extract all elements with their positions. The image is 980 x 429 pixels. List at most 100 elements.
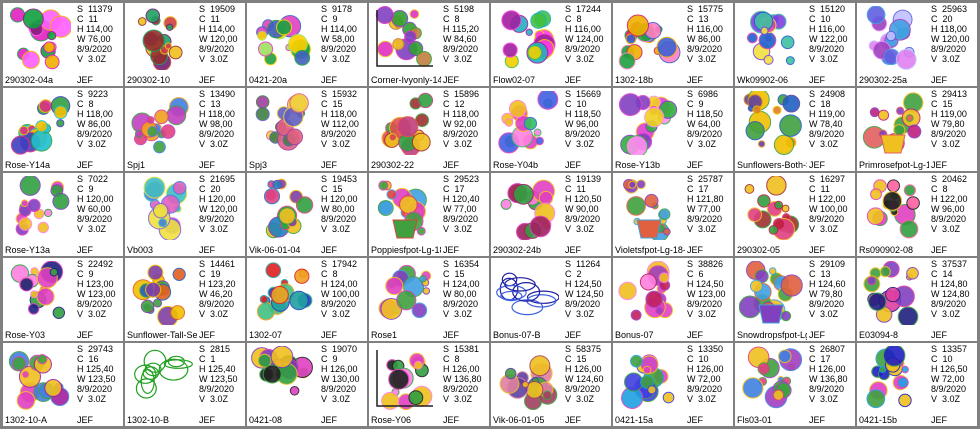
design-cell[interactable]: S 19509 C 11 H 114,00 W 120,00 8/9/2020 V 3.0… — [125, 3, 245, 86]
design-thumbnail[interactable] — [251, 176, 315, 240]
design-thumbnail[interactable] — [129, 261, 193, 325]
design-thumbnail[interactable] — [739, 261, 803, 325]
design-cell[interactable]: S 24908 C 18 H 119,00 W 78,40 8/9/2020 V 3.0Z… — [735, 88, 855, 171]
design-cell[interactable]: S 26807 C 17 H 126,00 W 136,80 8/9/2020 V 3.0… — [735, 343, 855, 426]
stitch-count: 11379 — [88, 4, 113, 14]
stitch-count: 19509 — [210, 4, 236, 14]
design-thumbnail[interactable] — [617, 176, 681, 240]
stitch-count-label: S — [931, 4, 938, 14]
floral-design-icon — [621, 354, 675, 409]
design-thumbnail[interactable] — [861, 261, 925, 325]
design-cell[interactable]: S 19453 C 15 H 120,00 W 80,00 8/9/2020 V 3.0Z… — [247, 173, 367, 256]
design-thumbnail[interactable] — [739, 346, 803, 410]
design-thumbnail[interactable] — [251, 261, 315, 325]
design-thumbnail[interactable] — [373, 176, 437, 240]
design-thumbnail[interactable] — [495, 6, 559, 70]
color-count: 10 — [942, 354, 953, 364]
design-thumbnail[interactable] — [739, 91, 803, 155]
design-cell[interactable]: S 15932 C 15 H 118,00 W 112,00 8/9/2020 V 3.0… — [247, 88, 367, 171]
design-cell[interactable]: S 15669 C 10 H 118,50 W 96,00 8/9/2020 V 3.0Z… — [491, 88, 611, 171]
design-thumbnail[interactable] — [129, 346, 193, 410]
design-thumbnail[interactable] — [129, 176, 193, 240]
design-cell[interactable]: S 25963 C 20 H 118,00 W 120,00 8/9/2020 V 3.0… — [857, 3, 977, 86]
height-row: H 124,60 — [809, 279, 846, 289]
design-thumbnail[interactable] — [251, 346, 315, 410]
design-cell[interactable]: S 29523 C 17 H 120,40 W 77,00 8/9/2020 V 3.0Z… — [369, 173, 489, 256]
design-thumbnail[interactable] — [739, 6, 803, 70]
design-cell[interactable]: S 11379 C 11 H 114,00 W 76,00 8/9/2020 V 3.0Z… — [3, 3, 123, 86]
design-thumbnail[interactable] — [7, 176, 71, 240]
design-cell[interactable]: S 29743 C 16 H 125,40 W 123,50 8/9/2020 V 3.0… — [3, 343, 123, 426]
design-cell[interactable]: S 15120 C 10 H 116,00 W 122,00 8/9/2020 V 3.0… — [735, 3, 855, 86]
design-cell[interactable]: S 58375 C 15 H 126,00 W 124,60 8/9/2020 V 3.0… — [491, 343, 611, 426]
design-cell[interactable]: S 16354 C 15 H 124,00 W 80,00 8/9/2020 V 3.0Z… — [369, 258, 489, 341]
design-thumbnail[interactable] — [617, 261, 681, 325]
design-thumbnail[interactable] — [739, 176, 803, 240]
design-thumbnail[interactable] — [495, 176, 559, 240]
design-thumbnail[interactable] — [617, 6, 681, 70]
design-thumbnail[interactable] — [495, 91, 559, 155]
design-thumbnail[interactable] — [7, 261, 71, 325]
design-thumbnail[interactable] — [861, 91, 925, 155]
version-label: V — [809, 54, 816, 64]
design-thumbnail[interactable] — [495, 346, 559, 410]
design-thumbnail[interactable] — [251, 6, 315, 70]
design-thumbnail[interactable] — [129, 91, 193, 155]
version-row: V 3.0Z — [199, 54, 238, 64]
design-thumbnail[interactable] — [861, 176, 925, 240]
design-cell[interactable]: S 13357 C 10 H 126,50 W 72,00 8/9/2020 V 3.0Z… — [857, 343, 977, 426]
design-thumbnail[interactable] — [7, 346, 71, 410]
height-value: 118,00 — [940, 24, 967, 34]
design-thumbnail[interactable] — [861, 6, 925, 70]
design-cell[interactable]: S 13350 C 10 H 126,00 W 72,00 8/9/2020 V 3.0Z… — [613, 343, 733, 426]
floral-design-icon — [263, 178, 314, 239]
design-cell[interactable]: S 21695 C 20 H 120,00 W 120,00 8/9/2020 V 3.0… — [125, 173, 245, 256]
design-thumbnail[interactable] — [373, 261, 437, 325]
height-value: 118,50 — [696, 109, 723, 119]
color-count-label: C — [931, 99, 938, 109]
design-thumbnail[interactable] — [617, 346, 681, 410]
design-cell[interactable]: S 15775 C 13 H 116,00 W 86,00 8/9/2020 V 3.0Z… — [613, 3, 733, 86]
design-filename: Spj1 — [127, 160, 146, 170]
design-thumbnail[interactable] — [495, 261, 559, 325]
design-cell[interactable]: S 19139 C 11 H 120,50 W 90,00 8/9/2020 V 3.0Z… — [491, 173, 611, 256]
color-count: 1 — [210, 354, 216, 364]
design-thumbnail[interactable] — [7, 6, 71, 70]
height-value: 120,00 — [330, 194, 358, 204]
design-thumbnail[interactable] — [617, 91, 681, 155]
design-cell[interactable]: S 14461 C 19 H 123,20 W 46,20 8/9/2020 V 3.0Z… — [125, 258, 245, 341]
design-cell[interactable]: S 25787 C 17 H 121,80 W 77,00 8/9/2020 V 3.0Z… — [613, 173, 733, 256]
color-count: 9 — [88, 184, 94, 194]
color-count-label: C — [687, 354, 694, 364]
design-thumbnail[interactable] — [129, 6, 193, 70]
design-thumbnail[interactable] — [7, 91, 71, 155]
stitch-count-row: S 7022 — [77, 174, 114, 184]
design-thumbnail[interactable] — [373, 346, 437, 410]
design-thumbnail[interactable] — [373, 91, 437, 155]
design-cell[interactable]: S 16297 C 11 H 122,00 W 100,00 8/9/2020 V 3.0… — [735, 173, 855, 256]
design-thumbnail[interactable] — [373, 6, 437, 70]
design-cell[interactable]: S 29109 C 13 H 124,60 W 79,80 8/9/2020 V 3.0Z… — [735, 258, 855, 341]
design-cell[interactable]: S 15896 C 12 H 118,00 W 92,00 8/9/2020 V 3.0Z… — [369, 88, 489, 171]
design-cell[interactable]: S 37537 C 14 H 124,80 W 124,80 8/9/2020 V 3.0… — [857, 258, 977, 341]
design-thumbnail[interactable] — [251, 91, 315, 155]
design-cell[interactable]: S 29413 C 15 H 119,00 W 79,80 8/9/2020 V 3.0Z… — [857, 88, 977, 171]
version-label: V — [77, 394, 84, 404]
design-cell[interactable]: S 13490 C 13 H 118,00 W 98,00 8/9/2020 V 3.0Z… — [125, 88, 245, 171]
version-label: V — [77, 139, 84, 149]
design-thumbnail[interactable] — [861, 346, 925, 410]
